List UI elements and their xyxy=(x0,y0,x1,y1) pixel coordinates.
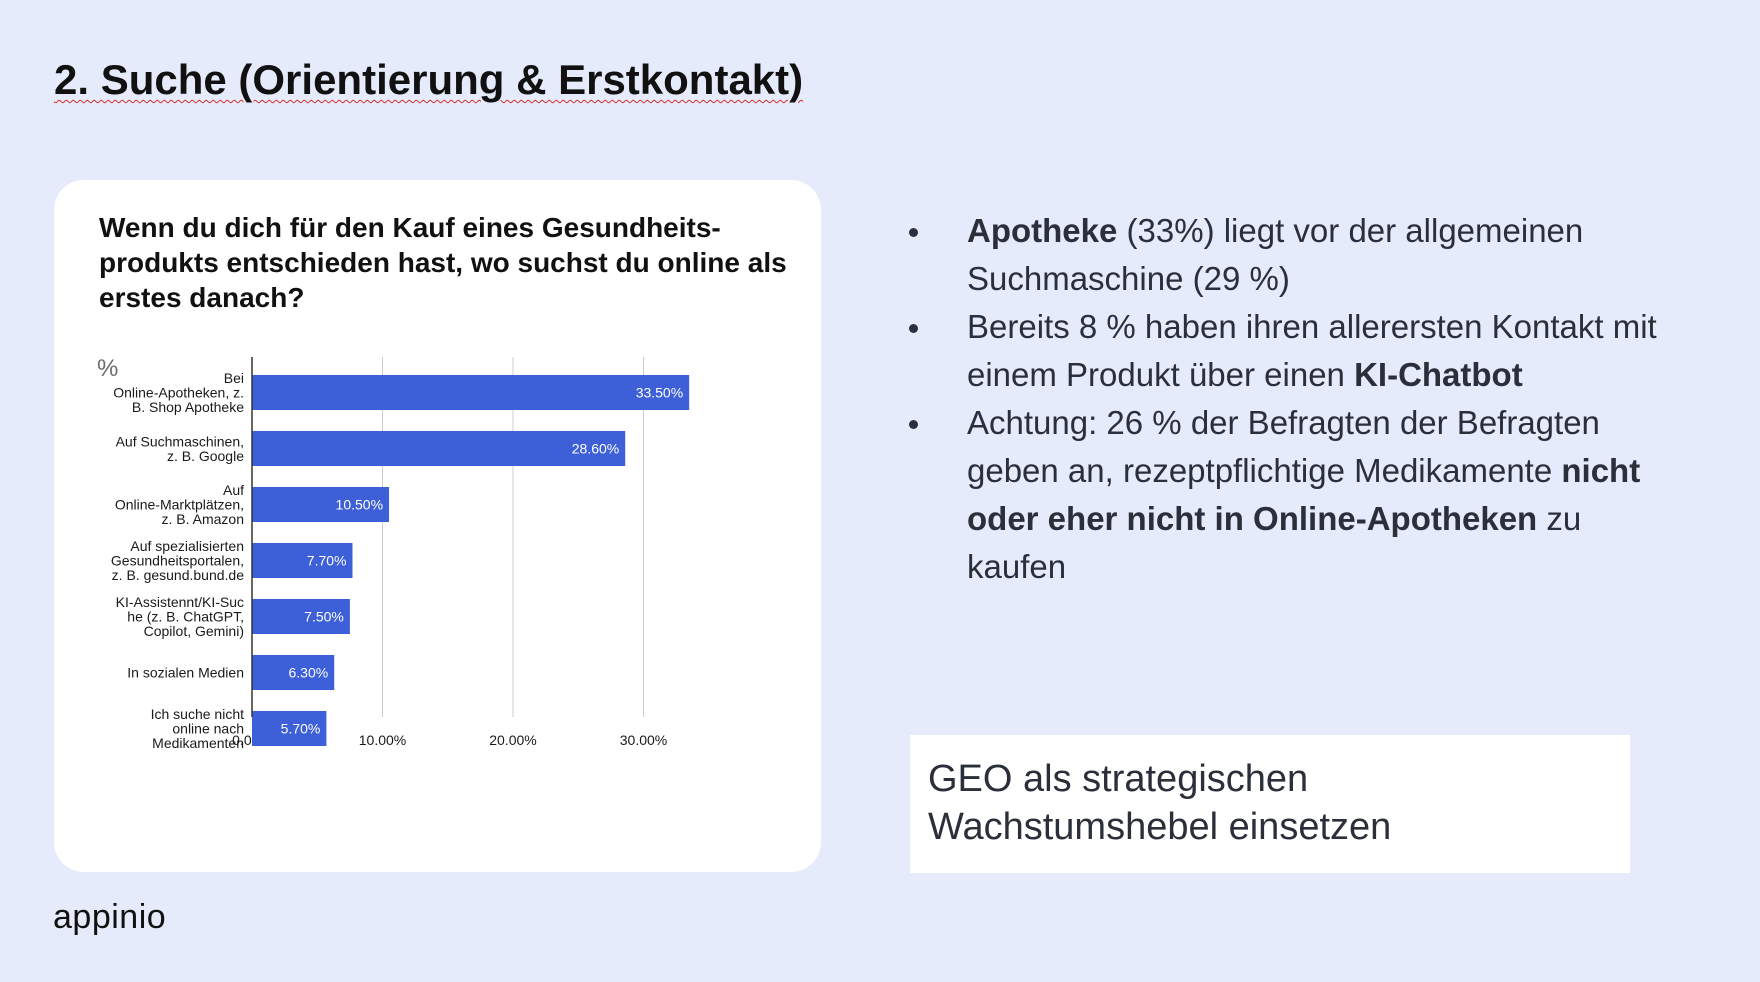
category-label-line: Auf xyxy=(223,482,244,498)
insight-emphasis: KI-Chatbot xyxy=(1354,356,1523,393)
category-label: Ich suche nicht online nach Medikamenten xyxy=(151,706,244,751)
insight-text: zu kaufen xyxy=(967,500,1582,585)
data-label: 7.70% xyxy=(307,553,347,569)
bar xyxy=(252,543,353,578)
category-label-line: z. B. gesund.bund.de xyxy=(112,567,245,583)
bar xyxy=(252,599,350,634)
data-label: 6.30% xyxy=(289,665,329,681)
x-tick-label: 30.00% xyxy=(620,732,667,748)
insight-text: Bereits 8 % haben ihren allerersten Kont… xyxy=(967,308,1657,393)
category-label-line: B. Shop Apotheke xyxy=(132,399,244,415)
insight-text: Achtung: 26 % der Befragten der Befragte… xyxy=(967,404,1600,489)
insight-item: Achtung: 26 % der Befragten der Befragte… xyxy=(905,399,1675,591)
category-label: In sozialen Medien xyxy=(127,665,244,681)
cta-line-1: GEO als strategischen xyxy=(928,758,1309,800)
category-label-line: Auf Suchmaschinen, xyxy=(116,433,244,449)
cta-line-2: Wachstumshebel einsetzen xyxy=(928,806,1392,848)
bar xyxy=(252,375,690,410)
category-label-line: Ich suche nicht xyxy=(151,706,244,722)
category-label-line: Copilot, Gemini) xyxy=(144,623,244,639)
category-label-line: Online-Marktplätzen, xyxy=(115,497,244,513)
bullet-icon xyxy=(909,420,918,429)
chart-card: Wenn du dich für den Kauf eines Gesundhe… xyxy=(54,180,821,872)
category-label-line: Gesundheitsportalen, xyxy=(111,553,244,569)
bullet-icon xyxy=(909,228,918,237)
data-label: 10.50% xyxy=(336,497,383,513)
category-label-line: online nach xyxy=(172,721,244,737)
bar xyxy=(252,487,390,522)
category-label-line: Bei xyxy=(224,370,244,386)
category-label-line: In sozialen Medien xyxy=(127,665,244,681)
insight-emphasis: Apotheke xyxy=(967,212,1118,249)
category-label: KI-Assistennt/KI-Suc he (z. B. ChatGPT, Co… xyxy=(116,594,244,639)
data-label: 28.60% xyxy=(572,441,619,457)
category-label-line: Auf spezialisierten xyxy=(130,538,244,554)
category-label: Bei Online-Apotheken, z. B. Shop Apotheke xyxy=(113,370,244,415)
insight-item: Bereits 8 % haben ihren allerersten Kont… xyxy=(905,303,1675,399)
category-label: Auf Online-Marktplätzen, z. B. Amazon xyxy=(115,482,244,527)
data-label: 7.50% xyxy=(304,609,344,625)
category-label-line: he (z. B. ChatGPT, xyxy=(127,609,244,625)
chart-question: Wenn du dich für den Kauf eines Gesundhe… xyxy=(99,212,787,313)
category-label: Auf spezialisierten Gesundheitsportalen, z… xyxy=(111,538,244,583)
bar xyxy=(252,655,335,690)
insight-text: (33%) liegt vor der allgemeinen Suchmasc… xyxy=(967,212,1584,297)
bar xyxy=(252,431,626,466)
insight-emphasis: nicht oder eher nicht in Online-Apotheke… xyxy=(967,452,1641,537)
category-label-line: Medikamenten xyxy=(152,735,244,751)
category-label-line: Online-Apotheken, z. xyxy=(113,385,244,401)
brand-logo: appinio xyxy=(53,898,167,936)
category-label: Auf Suchmaschinen, z. B. Google xyxy=(116,433,245,464)
x-tick-label: 10.00% xyxy=(359,732,406,748)
category-label-line: KI-Assistennt/KI-Suc xyxy=(116,594,244,610)
insights-list: Apotheke (33%) liegt vor der allgemeinen… xyxy=(905,207,1675,591)
category-label-line: z. B. Google xyxy=(167,448,244,464)
bullet-icon xyxy=(909,324,918,333)
chart-unit-label: % xyxy=(97,355,119,382)
data-label: 5.70% xyxy=(281,721,321,737)
cta-box: GEO als strategischen Wachstumshebel ein… xyxy=(910,735,1630,873)
slide-title: 2. Suche (Orientierung & Erstkontakt) xyxy=(54,56,804,103)
bar-chart: 0.00%10.00%20.00%30.00%33.50%BeiOnline-A… xyxy=(111,357,690,751)
insight-item: Apotheke (33%) liegt vor der allgemeinen… xyxy=(905,207,1675,303)
data-label: 33.50% xyxy=(636,385,683,401)
bar xyxy=(252,711,327,746)
x-tick-label: 20.00% xyxy=(489,732,536,748)
category-label-line: z. B. Amazon xyxy=(162,511,244,527)
